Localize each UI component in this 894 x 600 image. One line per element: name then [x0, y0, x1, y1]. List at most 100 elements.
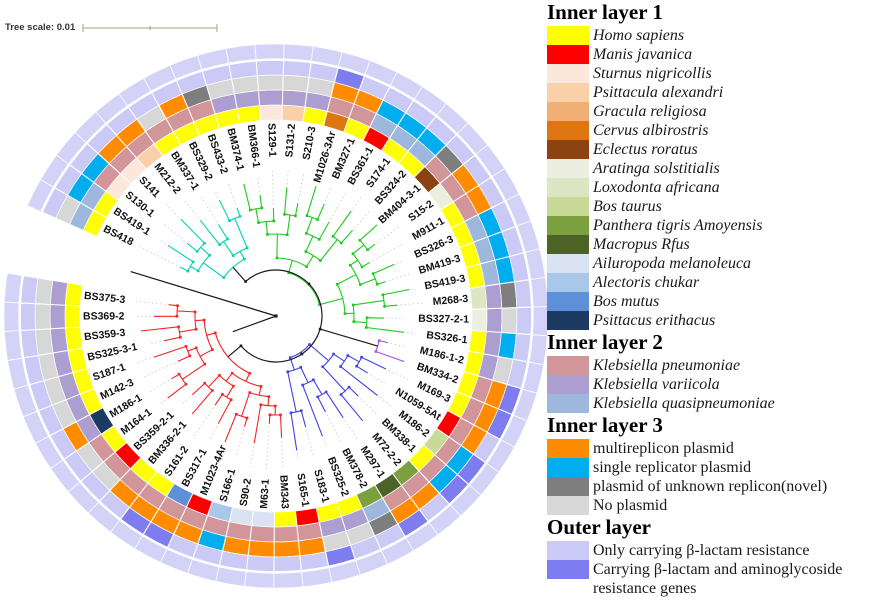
leaf-label: BS369-2 [83, 310, 125, 322]
legend-swatch [547, 45, 589, 64]
annotation-rings [3, 43, 549, 589]
leaf-label: S90-2 [238, 477, 255, 507]
legend-swatch [547, 439, 589, 458]
legend-item: Gracula religiosa [547, 102, 894, 121]
legend-swatch [547, 26, 589, 45]
legend-item: Macropus Rfus [547, 235, 894, 254]
legend-item-label: Ailuropoda melanoleuca [593, 255, 752, 272]
legend-item-label: Klebsiella pneumoniae [593, 357, 741, 374]
legend-item: Sturnus nigricollis [547, 64, 894, 83]
legend-panel: Inner layer 1 Homo sapiens Manis javanica S… [547, 0, 894, 600]
leaf-label: BS327-2-1 [418, 313, 469, 326]
legend-item-label: Panthera tigris Amoyensis [593, 217, 763, 234]
leaf-label: S131-2 [283, 123, 298, 158]
legend-swatch [547, 394, 589, 413]
leaf-label: BS359-3 [84, 327, 127, 344]
leaf-label: S183-1 [311, 468, 331, 504]
tree-scale-bar [82, 23, 218, 32]
legend-item: Homo sapiens [547, 26, 894, 45]
legend-swatch [547, 140, 589, 159]
legend-item-label: Alectoris chukar [593, 274, 700, 291]
legend-item-label: Manis javanica [593, 46, 693, 63]
legend-swatch [547, 159, 589, 178]
legend-item: Klebsiella variicola [547, 375, 894, 394]
legend-item: Klebsiella pneumoniae [547, 356, 894, 375]
legend-item-label: Loxodonta africana [593, 179, 720, 196]
legend-item: Bos taurus [547, 197, 894, 216]
leaf-label: S165-1 [294, 472, 311, 507]
legend-section-title: Inner layer 1 [547, 0, 663, 24]
legend-item: Aratinga solstitialis [547, 159, 894, 178]
legend-item: Cervus albirostris [547, 121, 894, 140]
legend-item-label: Macropus Rfus [593, 236, 690, 253]
legend-item-label: Eclectus roratus [593, 141, 698, 158]
legend-item-label: Cervus albirostris [593, 122, 709, 139]
legend-item-label: Bos mutus [593, 293, 660, 310]
legend-swatch [547, 560, 589, 579]
leaf-label: M268-3 [432, 293, 469, 308]
legend-swatch [547, 375, 589, 394]
leaf-guide-lines [135, 169, 423, 470]
legend-item-label: Homo sapiens [593, 27, 685, 44]
leaf-label: BS325-3-1 [86, 341, 138, 364]
legend-swatch [547, 311, 589, 330]
legend-section-title: Inner layer 2 [547, 330, 663, 354]
legend-section-title: Inner layer 3 [547, 413, 663, 437]
legend-swatch [547, 235, 589, 254]
legend-item-label: Klebsiella variicola [593, 376, 720, 393]
legend-swatch [547, 178, 589, 197]
leaf-label: S166-1 [217, 467, 238, 503]
legend-item: Bos mutus [547, 292, 894, 311]
legend-item-label: multireplicon plasmid [593, 440, 734, 457]
leaf-label: S210-3 [300, 125, 318, 161]
legend-swatch [547, 273, 589, 292]
legend-item-label: Psittacus erithacus [593, 312, 716, 329]
legend-section-title: Outer layer [547, 515, 651, 539]
legend-item: Psittacula alexandri [547, 83, 894, 102]
leaf-label: BM343 [277, 475, 291, 510]
legend-swatch [547, 83, 589, 102]
legend-swatch [547, 216, 589, 235]
legend-item-label: Only carrying β-lactam resistance [593, 542, 810, 559]
tree-scale-label: Tree scale: 0.01 [5, 22, 76, 33]
legend-swatch [547, 102, 589, 121]
legend-item: No plasmid [547, 496, 894, 515]
legend-swatch [547, 477, 589, 496]
legend-swatch [547, 496, 589, 515]
legend-swatch [547, 356, 589, 375]
leaf-label: BS419-3 [423, 272, 466, 292]
legend-item-label: plasmid of unknown replicon(novel) [593, 478, 828, 495]
legend-item-label: Klebsiella quasipneumoniae [593, 395, 775, 412]
legend-item: Alectoris chukar [547, 273, 894, 292]
legend-swatch [547, 254, 589, 273]
legend-item: Psittacus erithacus [547, 311, 894, 330]
leaf-label: BM366-1 [245, 124, 263, 169]
legend-item-label: No plasmid [593, 497, 668, 514]
legend-item-label: Aratinga solstitialis [593, 160, 720, 177]
leaf-label: BS326-1 [426, 329, 469, 346]
leaf-label: S129-1 [265, 123, 278, 157]
leaf-label: M63-1 [258, 478, 272, 509]
legend-item-label: Gracula religiosa [593, 103, 707, 120]
legend-item: Ailuropoda melanoleuca [547, 254, 894, 273]
legend-item-label: Sturnus nigricollis [593, 65, 712, 82]
legend-item: Eclectus roratus [547, 140, 894, 159]
legend-item: Only carrying β-lactam resistance [547, 541, 894, 560]
legend-swatch [547, 541, 589, 560]
tree-branches [130, 183, 410, 451]
leaf-label: BS375-3 [83, 290, 126, 306]
legend-item-label: Bos taurus [593, 198, 662, 215]
legend-item: single replicator plasmid [547, 458, 894, 477]
legend-swatch [547, 197, 589, 216]
legend-item: Panthera tigris Amoyensis [547, 216, 894, 235]
legend-swatch [547, 64, 589, 83]
legend-item: Manis javanica [547, 45, 894, 64]
legend-item: plasmid of unknown replicon(novel) [547, 477, 894, 496]
legend-item: Loxodonta africana [547, 178, 894, 197]
legend-item: multireplicon plasmid [547, 439, 894, 458]
legend-swatch [547, 121, 589, 140]
legend-item: Klebsiella quasipneumoniae [547, 394, 894, 413]
circular-phylogenetic-tree: BS418BS419-1S130-1S141M212-2BM337-1BS329… [3, 43, 549, 589]
tree-scale: Tree scale: 0.01 [5, 22, 218, 33]
